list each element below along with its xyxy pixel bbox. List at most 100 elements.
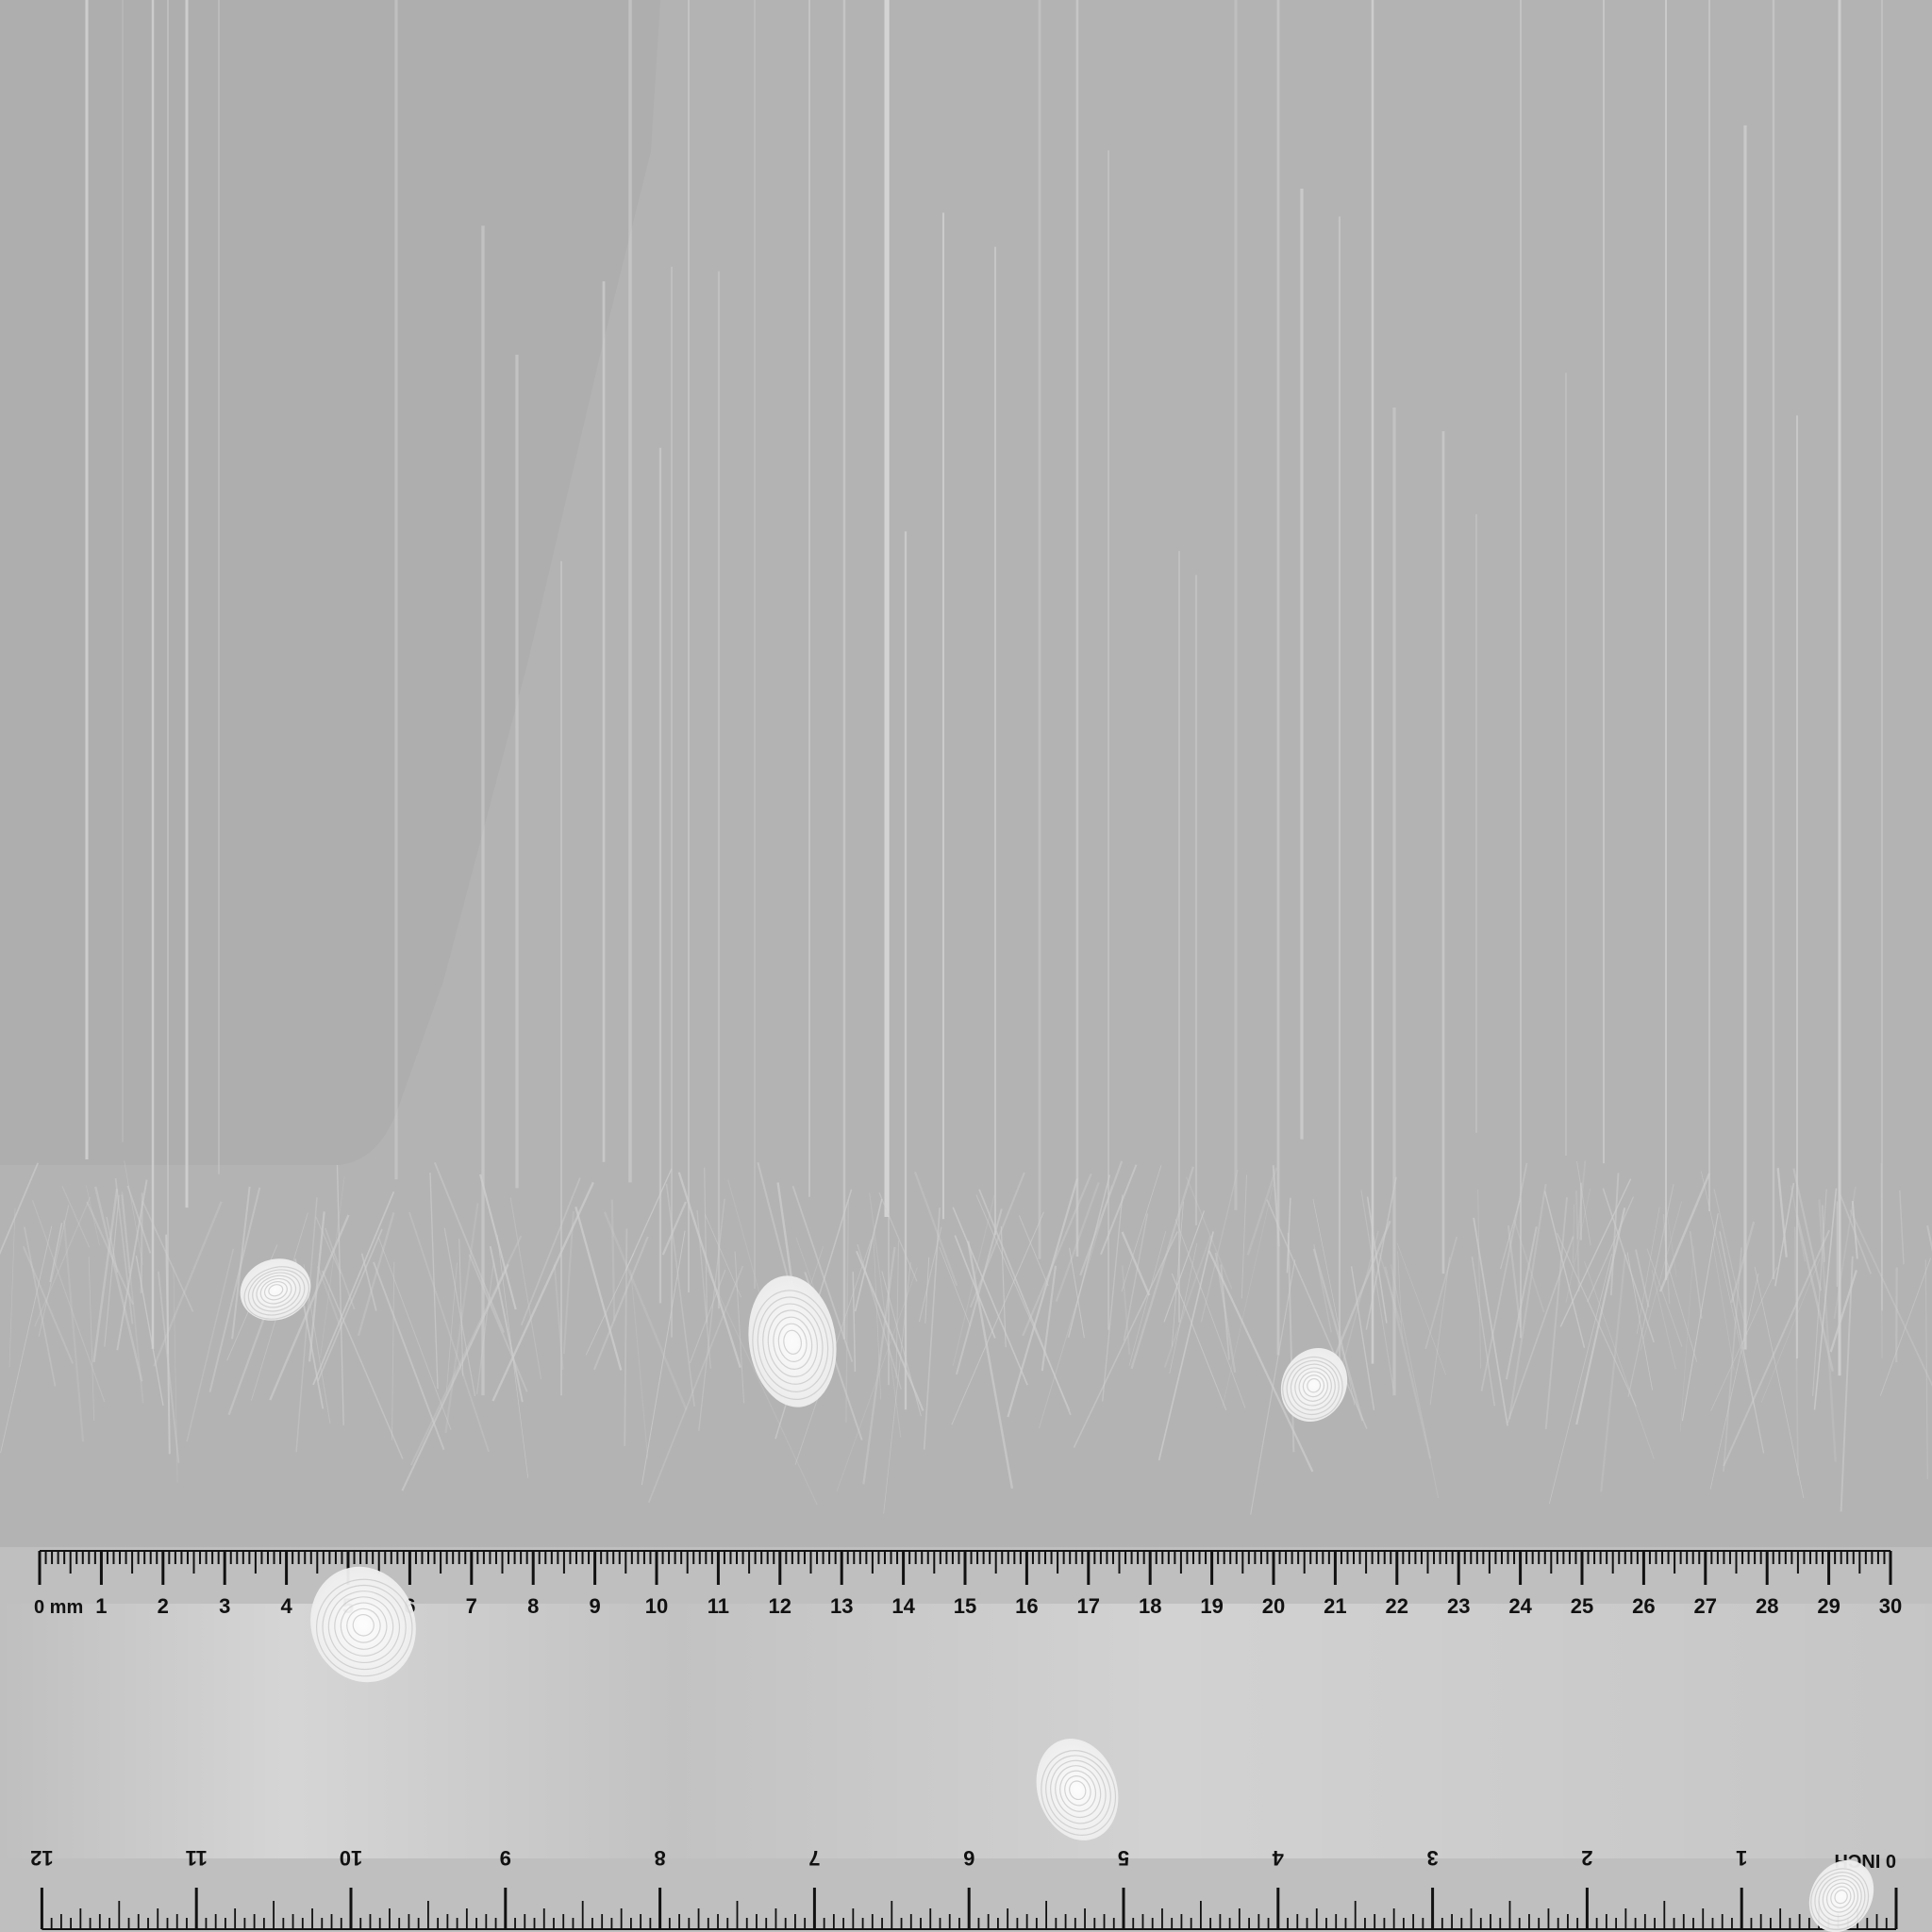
grass-blade [1396,1242,1447,1375]
grass-blade [1200,1169,1239,1323]
grass-blade [698,1198,725,1431]
grass-blade [1880,1163,1883,1358]
grass-blade [1700,1171,1756,1407]
grass-blade [939,1246,971,1327]
grass-blade [562,1210,575,1355]
grass-blade [1849,1209,1932,1387]
mm-scale-labels: 0 mm 12345678910111213141516171819202122… [34,1594,1902,1618]
mm-tick-label: 8 [527,1594,539,1618]
grass-blade [377,1236,452,1430]
inch-tick-label: 11 [186,1846,208,1870]
grass-blade [491,1181,594,1402]
grass-blade [1543,1191,1586,1348]
grass-blade [895,1241,899,1379]
grass-blade [704,1214,741,1298]
grass-blade [1022,1173,1092,1337]
grass-blade [1879,1257,1931,1396]
grass-blade [135,1256,164,1407]
grass-blade [1313,1243,1332,1333]
grass-blade [1679,1246,1694,1433]
grass-blade [186,1248,235,1442]
grass-blade [1548,1253,1613,1505]
inch-tick-label: 2 [1581,1846,1592,1870]
grass-blade [951,1211,1044,1425]
grass-blade [357,1212,395,1337]
grass-blade [1220,1264,1230,1360]
grass-blade [153,1201,223,1367]
grass-blade [624,1228,628,1446]
mm-tick-label: 4 [280,1594,292,1618]
grass-blade [1169,1242,1198,1374]
grass-blade [869,1192,902,1438]
mm-tick-label: 30 [1879,1594,1902,1618]
mm-tick-label: 19 [1200,1594,1223,1618]
grass-blade [1208,1250,1314,1473]
grass-blade [1795,1215,1834,1372]
grass-blade [585,1253,635,1356]
grass-blade [1266,1199,1368,1429]
grass-blade [852,1272,857,1373]
mm-tick-label: 16 [1015,1594,1038,1618]
grass-blade [1100,1164,1138,1256]
ruler: 0 mm 12345678910111213141516171819202122… [0,1547,1932,1932]
grass-blade [1378,1253,1402,1324]
grass-blade [1602,1188,1655,1343]
grass-blade [62,1220,85,1442]
grass-blade [1833,1186,1857,1320]
grass-blade [592,1236,649,1371]
grass-blade [88,1256,95,1422]
grass-blade [1079,1160,1124,1276]
fingerprint-smudge [240,1258,311,1321]
grass-blade [173,1266,178,1483]
fingerprint-smudge [1036,1739,1119,1840]
grass-blade [1163,1210,1206,1323]
grass-blade [1041,1265,1058,1372]
grass-blade [208,1187,261,1392]
mm-tick-label: 21 [1324,1594,1346,1618]
grass-blade [1626,1252,1653,1391]
grass-blade [647,1265,744,1504]
grass-blade [1730,1221,1756,1304]
inch-tick-label: 7 [808,1846,820,1870]
grass-blade [165,1234,171,1455]
grass-blade [1246,1167,1278,1256]
grass-blade [1121,1231,1151,1296]
grass-blade [1480,1162,1528,1391]
grass-blade [1627,1184,1674,1397]
grass-blade [475,1262,494,1394]
grass-blade [269,1214,350,1401]
grass-blade [1360,1190,1394,1390]
mm-tick-label: 7 [466,1594,477,1618]
grass-blade [1576,1161,1591,1246]
grass-blade [1851,1201,1858,1259]
grass-blade [124,1160,143,1265]
grass-blade [1576,1160,1587,1239]
grass-blade [1507,1225,1522,1328]
grass-blade [967,1241,1014,1489]
grass-blade [1473,1217,1508,1426]
fingerprint-smudge [1280,1348,1348,1422]
grass-blade [1658,1173,1711,1292]
grass-blade [1424,1236,1458,1350]
mm-tick-label: 9 [589,1594,600,1618]
grass-blade [1102,1194,1124,1402]
mm-tick-label: 22 [1386,1594,1408,1618]
inch-tick-label: 5 [1118,1846,1129,1870]
grass-blade [952,1207,1028,1386]
grass-blade [913,1171,958,1287]
grass-blade [429,1172,439,1390]
grass-blade [705,1266,818,1506]
grass-blade [1312,1248,1364,1422]
mm-tick-label: 18 [1139,1594,1161,1618]
grass-blade [1812,1189,1827,1396]
grass-blade [0,1225,53,1454]
grass-blade [689,1269,726,1364]
grass-blade [1557,1232,1637,1407]
grass-blade [952,1194,995,1366]
grass-blade [1760,1257,1821,1403]
grass-blade [1662,1213,1671,1304]
mm-tick-label: 20 [1262,1594,1285,1618]
grass-blade [924,1257,930,1324]
grass-blade [1513,1219,1545,1313]
